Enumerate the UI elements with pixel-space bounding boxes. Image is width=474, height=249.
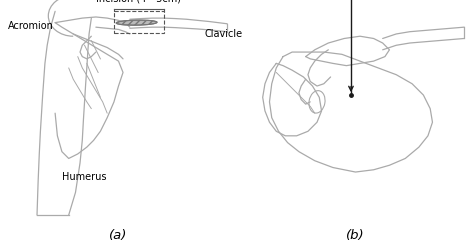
Bar xyxy=(114,11,164,33)
Text: Humerus: Humerus xyxy=(62,172,107,182)
Text: Acromion: Acromion xyxy=(8,21,54,31)
Ellipse shape xyxy=(116,20,157,25)
Text: Clavicle: Clavicle xyxy=(204,29,243,39)
Text: (b): (b) xyxy=(346,229,365,242)
Text: (a): (a) xyxy=(109,229,128,242)
Text: Incision (4 - 5cm): Incision (4 - 5cm) xyxy=(96,0,182,3)
